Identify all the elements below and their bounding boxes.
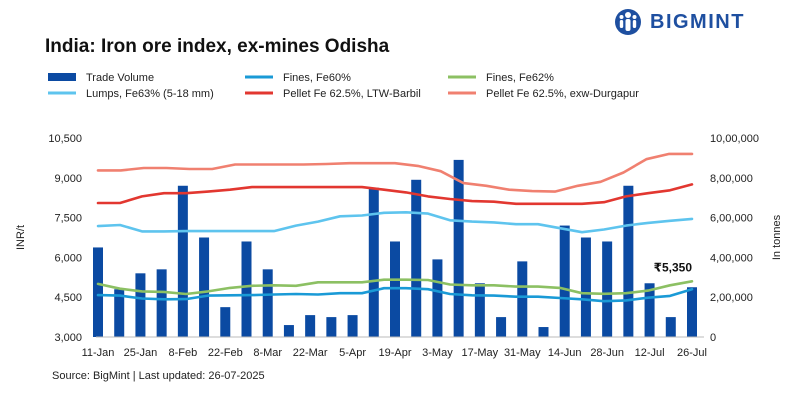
- legend-item: Trade Volume: [48, 72, 154, 84]
- y-left-tick-label: 6,000: [54, 252, 82, 264]
- volume-bar: [644, 283, 655, 337]
- volume-bar: [368, 187, 379, 337]
- volume-bar: [602, 241, 613, 337]
- volume-bar: [114, 289, 125, 337]
- legend-label: Pellet Fe 62.5%, exw-Durgapur: [486, 88, 639, 100]
- legend-label: Fines, Fe60%: [283, 72, 351, 84]
- brand-name: BIGMINT: [650, 10, 745, 33]
- chart-title: India: Iron ore index, ex-mines Odisha: [45, 36, 390, 57]
- source-note: Source: BigMint | Last updated: 26-07-20…: [52, 370, 265, 382]
- y-right-tick-label: 8,00,000: [710, 173, 753, 185]
- legend-item: Fines, Fe60%: [245, 72, 351, 84]
- y-left-axis-title: INR/t: [15, 225, 27, 250]
- y-left-tick-label: 4,500: [54, 292, 82, 304]
- x-tick-label: 25-Jan: [124, 347, 158, 359]
- x-tick-label: 8-Mar: [253, 347, 282, 359]
- volume-bar: [411, 179, 422, 337]
- line-pellet-fe-62-5-ltw-barbil: [96, 183, 694, 206]
- line-fines-fe60: [96, 286, 694, 303]
- volume-bar: [262, 269, 273, 337]
- x-tick-label: 12-Jul: [635, 347, 665, 359]
- volume-bar: [623, 185, 634, 337]
- line-pellet-fe-62-5-exw-durgapur: [96, 152, 694, 193]
- x-tick-label: 14-Jun: [548, 347, 582, 359]
- x-tick-label: 3-May: [422, 347, 453, 359]
- line-fines-fe62: [96, 278, 694, 296]
- legend-label: Pellet Fe 62.5%, LTW-Barbil: [283, 88, 421, 100]
- x-tick-label: 26-Jul: [677, 347, 707, 359]
- volume-bar: [135, 273, 146, 337]
- latest-value-annotation: ₹5,350: [654, 261, 693, 275]
- x-tick-label: 11-Jan: [82, 347, 115, 359]
- volume-bar: [687, 287, 697, 337]
- bar-series: [93, 159, 697, 337]
- brand-logo: BIGMINT: [614, 6, 745, 38]
- volume-bar: [665, 317, 676, 337]
- volume-bar: [199, 237, 210, 337]
- volume-bar: [517, 261, 528, 337]
- volume-bar: [283, 325, 294, 337]
- volume-bar: [156, 269, 167, 337]
- line-lumps-fe63-5-18-mm: [96, 211, 694, 234]
- y-left-tick-label: 9,000: [54, 173, 82, 185]
- x-tick-label: 19-Apr: [378, 347, 411, 359]
- y-right-tick-label: 2,00,000: [710, 292, 753, 304]
- volume-bar: [347, 315, 358, 337]
- y-right-tick-label: 0: [710, 332, 716, 344]
- volume-bar: [305, 315, 316, 337]
- axes: 3,000 4,500 6,000 7,500 9,000 10,500 0 2,00,000…: [15, 133, 783, 359]
- y-right-tick-label: 4,00,000: [710, 252, 753, 264]
- volume-bar: [220, 307, 231, 337]
- y-left-tick-label: 7,500: [54, 213, 82, 225]
- x-tick-label: 22-Mar: [293, 347, 328, 359]
- y-right-tick-label: 10,00,000: [710, 133, 759, 145]
- legend-item: Pellet Fe 62.5%, exw-Durgapur: [448, 88, 639, 100]
- legend-label: Fines, Fe62%: [486, 72, 554, 84]
- volume-bar: [559, 225, 570, 337]
- legend-item: Fines, Fe62%: [448, 72, 554, 84]
- legend-swatch: [48, 73, 76, 81]
- volume-bar: [177, 185, 188, 337]
- x-tick-label: 28-Jun: [590, 347, 624, 359]
- y-left-tick-label: 3,000: [54, 332, 82, 344]
- legend-item: Lumps, Fe63% (5-18 mm): [48, 88, 214, 100]
- y-left-tick-label: 10,500: [48, 133, 82, 145]
- y-right-tick-label: 6,00,000: [710, 213, 753, 225]
- volume-bar: [538, 327, 549, 337]
- x-tick-label: 31-May: [504, 347, 541, 359]
- volume-bar: [241, 241, 252, 337]
- x-tick-label: 8-Feb: [168, 347, 197, 359]
- volume-bar: [93, 247, 103, 337]
- legend: Trade Volume Fines, Fe60% Fines, Fe62% Lump…: [48, 72, 639, 100]
- x-tick-label: 22-Feb: [208, 347, 243, 359]
- legend-label: Lumps, Fe63% (5-18 mm): [86, 88, 214, 100]
- volume-bar: [453, 159, 464, 337]
- volume-bar: [474, 283, 485, 337]
- line-series: ₹5,350: [96, 152, 694, 303]
- volume-bar: [326, 317, 337, 337]
- legend-item: Pellet Fe 62.5%, LTW-Barbil: [245, 88, 421, 100]
- x-tick-label: 5-Apr: [339, 347, 366, 359]
- volume-bar: [580, 237, 591, 337]
- x-tick-label: 17-May: [462, 347, 499, 359]
- volume-bar: [496, 317, 507, 337]
- legend-label: Trade Volume: [86, 72, 154, 84]
- volume-bar: [432, 259, 443, 337]
- y-right-axis-title: In tonnes: [771, 214, 783, 260]
- brand-people-icon: [615, 9, 641, 35]
